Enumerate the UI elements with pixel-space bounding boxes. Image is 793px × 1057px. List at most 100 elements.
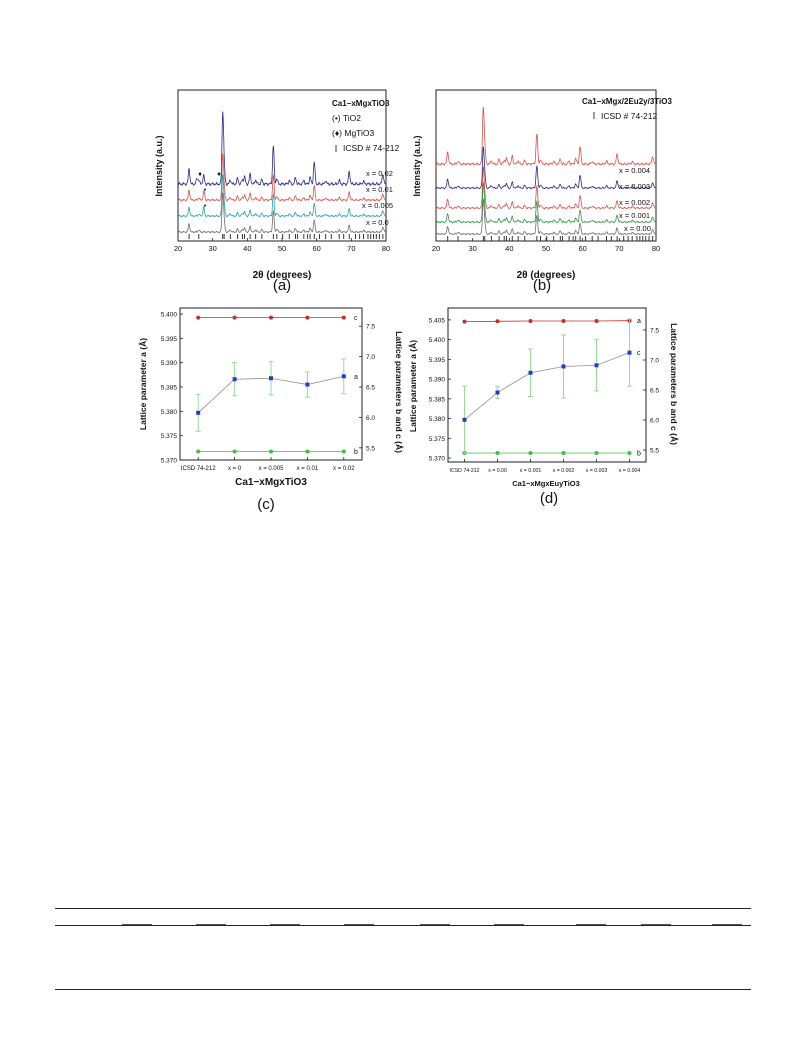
y-axis-label-right: Lattice parameters b and c (Å) (669, 323, 679, 445)
data-point-b (561, 451, 566, 455)
y-tick-label: 5.395 (161, 336, 178, 343)
y-tick-label: 5.400 (429, 337, 446, 344)
table-column-dash (420, 924, 450, 925)
plot-frame (447, 307, 647, 463)
y-tick-label: 5.370 (429, 456, 446, 463)
x-axis-label: 2θ (degrees) (253, 270, 312, 281)
trace-label-0: x = 0.02 (366, 169, 393, 178)
impurity-marker: ♦ (198, 171, 202, 178)
data-point-c (341, 315, 346, 320)
x-tick-label: 30 (468, 244, 476, 253)
data-point-c (594, 363, 599, 368)
data-point-a (462, 319, 467, 324)
series-label-a: a (637, 318, 641, 325)
x-tick-label: 70 (347, 244, 355, 253)
data-point-c (232, 315, 237, 320)
x-tick-label: 60 (312, 244, 320, 253)
y2-tick-label: 5.5 (650, 448, 659, 455)
data-point-b (594, 451, 599, 455)
y-tick-label: 5.400 (161, 312, 178, 319)
data-point-a (232, 377, 237, 382)
series-label-b: b (637, 451, 641, 458)
table-column-dash (712, 924, 742, 925)
x-tick-label: x = 0.00 (488, 468, 507, 474)
x-tick-label: 40 (243, 244, 251, 253)
data-point-a (269, 376, 273, 381)
x-tick-label: 80 (382, 244, 390, 253)
panel-a: ♦ ♦ • • Ca1−xMgxTiO3 (•) TiO2 (♦) MgTiO3 IC… (150, 88, 400, 298)
y-tick-label: 5.390 (429, 377, 446, 384)
data-point-c (627, 350, 632, 355)
y-tick-label: 5.375 (161, 433, 178, 440)
x-axis-label: Ca1−xMgxTiO3 (235, 477, 307, 488)
data-point-a (341, 374, 346, 379)
x-tick-label: 50 (542, 244, 550, 253)
x-tick-label: 80 (652, 244, 660, 253)
y2-tick-label: 6.5 (650, 388, 659, 395)
xrd-plot-a: ♦ ♦ • • Ca1−xMgxTiO3 (•) TiO2 (♦) MgTiO3 IC… (154, 89, 399, 281)
series-label-b: b (354, 449, 358, 456)
y2-tick-label: 6.0 (366, 415, 375, 422)
panel-label-d: (d) (539, 490, 559, 507)
xrd-trace (435, 198, 656, 236)
x-tick-label: ICSD 74-212 (181, 466, 216, 472)
xrd-trace (177, 192, 386, 234)
data-point-c (269, 315, 273, 320)
legend-title: Ca1−xMgx/2Eu2y/3TiO3 (582, 97, 672, 106)
panel-label-a: (a) (272, 277, 292, 294)
y-tick-label: 5.380 (161, 409, 178, 416)
table-bottom-rule (55, 989, 751, 990)
table-top-rule (55, 908, 751, 909)
data-point-a (495, 319, 500, 324)
y2-tick-label: 7.5 (650, 328, 659, 335)
table-column-dash (270, 924, 300, 925)
data-point-b (341, 449, 346, 454)
x-axis-label: Ca1−xMgxEuyTiO3 (512, 479, 580, 488)
legend-title: Ca1−xMgxTiO3 (332, 99, 390, 108)
x-tick-label: x = 0.002 (553, 468, 575, 474)
data-point-c (528, 370, 533, 375)
table-column-dash (641, 924, 671, 925)
x-tick-label: 60 (578, 244, 586, 253)
series-line-c (464, 352, 630, 421)
data-point-a (561, 319, 566, 323)
data-point-c (196, 315, 201, 320)
y-tick-label: 5.385 (429, 396, 446, 403)
table-column-dash (576, 924, 606, 925)
xrd-trace (177, 174, 386, 218)
table-column-dash (494, 924, 524, 925)
xrd-trace (435, 166, 656, 210)
data-point-c (305, 315, 310, 320)
impurity-marker: • (204, 203, 207, 210)
data-point-b (305, 449, 310, 454)
panel-b: Ca1−xMgx/2Eu2y/3TiO3 ICSD # 74-212 x = 0… (408, 88, 672, 298)
trace-label-3: x = 0.001 (619, 211, 650, 220)
data-point-a (528, 319, 533, 323)
y-tick-label: 5.405 (429, 317, 446, 324)
y-axis-label-right: Lattice parameters b and c (Å) (394, 331, 404, 453)
legend-item-icsd: ICSD # 74-212 (601, 111, 657, 121)
data-point-c (561, 364, 566, 369)
legend-item-mgtio3: (♦) MgTiO3 (332, 128, 375, 138)
y2-tick-label: 7.5 (366, 324, 375, 331)
xrd-trace (435, 106, 656, 166)
x-tick-label: x = 0.01 (297, 466, 319, 472)
y-tick-label: 5.370 (161, 458, 178, 465)
xrd-trace (435, 182, 656, 224)
data-point-b (232, 449, 237, 454)
data-point-a (594, 319, 599, 323)
data-point-a (196, 410, 201, 415)
x-tick-label: 30 (208, 244, 216, 253)
trace-label-2: x = 0.002 (619, 198, 650, 207)
table-header-rule (55, 925, 751, 926)
data-point-c (495, 390, 500, 395)
y-axis-label: Intensity (a.u.) (412, 135, 422, 196)
y2-tick-label: 6.5 (366, 385, 375, 392)
y2-tick-label: 7.0 (366, 354, 375, 361)
panel-d: 5.370 5.375 5.380 5.385 5.390 5.395 5.400 5.405… (408, 307, 680, 518)
y-axis-label: Intensity (a.u.) (154, 135, 164, 196)
impurity-marker: • (204, 187, 207, 194)
x-tick-label: 70 (615, 244, 623, 253)
panel-label-b: (b) (532, 277, 552, 294)
xrd-trace (177, 110, 387, 187)
